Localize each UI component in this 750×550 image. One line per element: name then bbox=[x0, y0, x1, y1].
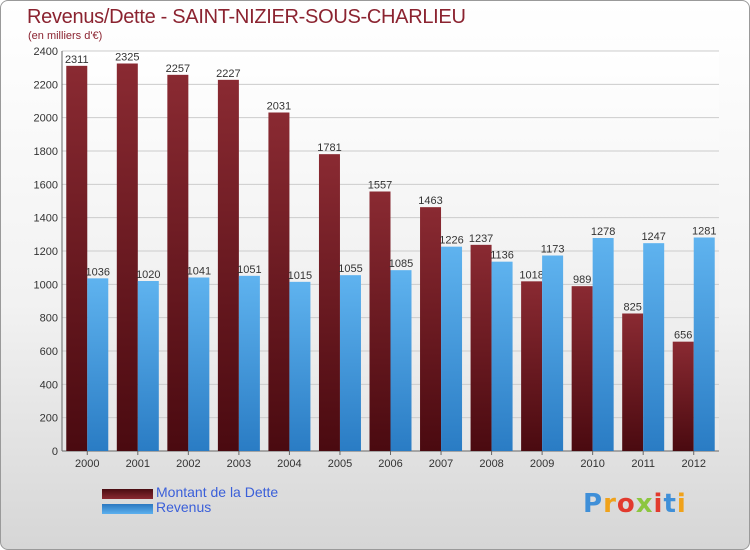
data-label-dette: 1018 bbox=[519, 269, 543, 281]
bar-dette bbox=[571, 286, 593, 451]
data-label-revenus: 1041 bbox=[187, 266, 211, 278]
data-label-dette: 1781 bbox=[317, 142, 341, 154]
bar-revenus bbox=[441, 246, 463, 451]
bar-dette bbox=[672, 341, 694, 451]
proxiti-logo: Proxiti bbox=[583, 489, 687, 519]
bar-revenus bbox=[491, 261, 513, 451]
x-tick-label: 2010 bbox=[580, 458, 604, 470]
data-label-revenus: 1173 bbox=[541, 244, 565, 256]
data-label-revenus: 1278 bbox=[591, 226, 615, 238]
x-tick-label: 2007 bbox=[429, 458, 453, 470]
x-tick-label: 2006 bbox=[378, 458, 402, 470]
data-label-revenus: 1051 bbox=[237, 264, 261, 276]
chart-title: Revenus/Dette - SAINT-NIZIER-SOUS-CHARLI… bbox=[27, 6, 466, 28]
data-label-dette: 656 bbox=[674, 330, 692, 342]
x-tick-label: 2000 bbox=[75, 458, 99, 470]
legend-label-dette: Montant de la Dette bbox=[156, 484, 279, 500]
legend-label-revenus: Revenus bbox=[156, 499, 212, 515]
data-label-dette: 2257 bbox=[166, 63, 190, 75]
y-tick-label: 2200 bbox=[34, 79, 58, 91]
bar-dette bbox=[268, 112, 290, 451]
bar-revenus bbox=[188, 277, 210, 451]
bar-revenus bbox=[542, 255, 564, 451]
x-tick-label: 2012 bbox=[681, 458, 705, 470]
data-label-revenus: 1226 bbox=[439, 235, 463, 247]
y-tick-label: 200 bbox=[40, 413, 58, 425]
data-label-dette: 2325 bbox=[115, 52, 139, 64]
x-tick-label: 2003 bbox=[227, 458, 251, 470]
bar-dette bbox=[318, 154, 340, 451]
bar-revenus bbox=[643, 243, 665, 451]
data-label-revenus: 1136 bbox=[490, 250, 514, 262]
data-label-dette: 1463 bbox=[418, 195, 442, 207]
y-tick-label: 1600 bbox=[34, 179, 58, 191]
bar-revenus bbox=[693, 237, 715, 451]
y-tick-label: 2400 bbox=[34, 46, 58, 58]
bar-dette bbox=[470, 244, 492, 451]
x-tick-label: 2009 bbox=[530, 458, 554, 470]
data-label-revenus: 1015 bbox=[288, 270, 312, 282]
x-tick-label: 2002 bbox=[176, 458, 200, 470]
bar-dette bbox=[369, 191, 391, 451]
legend-swatch-revenus bbox=[102, 504, 153, 514]
chart-subtitle: (en milliers d'€) bbox=[28, 30, 103, 42]
bar-dette bbox=[420, 207, 442, 451]
data-label-revenus: 1020 bbox=[136, 269, 160, 281]
bar-revenus bbox=[592, 238, 614, 451]
bar-revenus bbox=[339, 275, 361, 451]
bar-revenus bbox=[238, 275, 260, 451]
bar-dette bbox=[622, 313, 644, 451]
y-tick-label: 2000 bbox=[34, 113, 58, 125]
data-label-revenus: 1247 bbox=[641, 231, 665, 243]
y-tick-label: 1000 bbox=[34, 279, 58, 291]
y-tick-label: 1800 bbox=[34, 146, 58, 158]
x-tick-label: 2005 bbox=[328, 458, 352, 470]
data-label-dette: 2227 bbox=[216, 68, 240, 80]
data-label-dette: 825 bbox=[624, 302, 642, 314]
y-tick-label: 800 bbox=[40, 313, 58, 325]
y-tick-label: 1200 bbox=[34, 246, 58, 258]
data-label-dette: 2311 bbox=[65, 54, 89, 66]
x-tick-label: 2004 bbox=[277, 458, 301, 470]
y-tick-label: 0 bbox=[52, 446, 58, 458]
data-label-revenus: 1085 bbox=[389, 258, 413, 270]
x-tick-label: 2011 bbox=[631, 458, 655, 470]
bar-dette bbox=[66, 65, 88, 451]
x-tick-label: 2001 bbox=[126, 458, 150, 470]
bar-dette bbox=[521, 281, 543, 451]
bar-dette bbox=[116, 63, 138, 451]
data-label-dette: 1237 bbox=[469, 233, 493, 245]
data-label-revenus: 1055 bbox=[338, 263, 362, 275]
data-label-revenus: 1281 bbox=[692, 226, 716, 238]
data-label-dette: 989 bbox=[573, 274, 591, 286]
legend-swatch-dette bbox=[102, 489, 153, 499]
x-tick-label: 2008 bbox=[479, 458, 503, 470]
bar-dette bbox=[167, 74, 189, 451]
data-label-revenus: 1036 bbox=[86, 266, 110, 278]
bar-revenus bbox=[289, 281, 311, 451]
bar-revenus bbox=[87, 278, 109, 451]
y-tick-label: 1400 bbox=[34, 213, 58, 225]
bar-dette bbox=[217, 79, 239, 451]
bar-revenus bbox=[137, 281, 159, 451]
y-tick-label: 400 bbox=[40, 379, 58, 391]
data-label-dette: 2031 bbox=[267, 101, 291, 113]
bar-revenus bbox=[390, 270, 412, 451]
y-tick-label: 600 bbox=[40, 346, 58, 358]
data-label-dette: 1557 bbox=[368, 180, 392, 192]
